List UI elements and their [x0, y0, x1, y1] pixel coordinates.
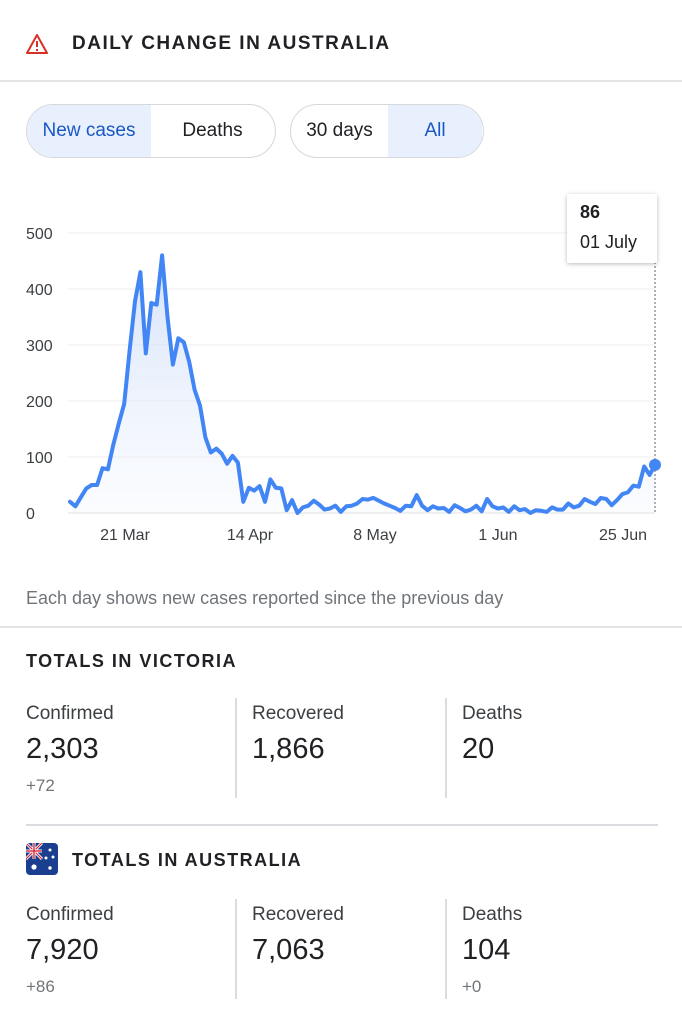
cases-area [70, 255, 655, 513]
metric-toggle: New cases Deaths [26, 104, 276, 158]
stat-value: 2,303 [26, 733, 99, 765]
x-tick-label: 14 Apr [227, 527, 274, 544]
y-tick-label: 200 [26, 394, 53, 411]
daily-cases-chart[interactable]: 0 100 200 300 400 500 21 Mar 14 Apr 8 May 1 Jun 25… [0, 180, 682, 560]
stat-delta: +72 [26, 776, 55, 795]
australia-flag-icon [26, 843, 58, 875]
y-tick-label: 100 [26, 450, 53, 467]
australia-section-title: TOTALS IN AUSTRALIA [72, 850, 303, 870]
stat-label: Confirmed [26, 703, 114, 724]
australia-confirmed: Confirmed 7,920 +86 [26, 904, 114, 997]
column-divider [235, 899, 237, 999]
stat-value: 20 [462, 733, 495, 765]
column-divider [235, 698, 237, 798]
australia-recovered: Recovered 7,063 [252, 904, 344, 967]
australia-deaths: Deaths 104 +0 [462, 904, 522, 997]
warning-triangle-icon [26, 34, 48, 54]
stat-delta: +0 [462, 977, 482, 996]
stat-value: 104 [462, 934, 511, 966]
victoria-recovered: Recovered 1,866 [252, 703, 344, 766]
stat-label: Recovered [252, 904, 344, 925]
y-tick-label: 500 [26, 226, 53, 243]
section-divider [26, 824, 658, 826]
y-tick-label: 0 [26, 506, 35, 523]
chart-tooltip: 86 01 July [567, 194, 657, 263]
divider [0, 626, 682, 628]
tooltip-value: 86 [580, 202, 601, 222]
column-divider [445, 698, 447, 798]
range-toggle: 30 days All [290, 104, 484, 158]
x-tick-label: 1 Jun [478, 527, 517, 544]
header: DAILY CHANGE IN AUSTRALIA [0, 0, 682, 82]
stat-value: 1,866 [252, 733, 325, 765]
x-tick-label: 8 May [353, 527, 397, 544]
column-divider [445, 899, 447, 999]
stat-value: 7,063 [252, 934, 325, 966]
stat-delta: +86 [26, 977, 55, 996]
highlight-point [649, 458, 661, 471]
tooltip-date: 01 July [580, 232, 638, 252]
stat-label: Deaths [462, 703, 523, 724]
tab-all[interactable]: All [388, 105, 482, 157]
victoria-confirmed: Confirmed 2,303 +72 [26, 703, 114, 796]
stat-label: Confirmed [26, 904, 114, 925]
victoria-section-title: TOTALS IN VICTORIA [26, 651, 238, 671]
victoria-deaths: Deaths 20 [462, 703, 522, 766]
cases-line [68, 253, 657, 515]
y-tick-label: 300 [26, 338, 53, 355]
tab-deaths[interactable]: Deaths [182, 120, 243, 141]
chart-footnote: Each day shows new cases reported since … [26, 588, 504, 608]
x-tick-label: 25 Jun [599, 527, 647, 544]
stat-label: Recovered [252, 703, 344, 724]
y-tick-label: 400 [26, 282, 53, 299]
tab-30-days[interactable]: 30 days [306, 120, 373, 141]
x-tick-label: 21 Mar [100, 527, 150, 544]
page-title: DAILY CHANGE IN AUSTRALIA [72, 33, 391, 54]
stat-label: Deaths [462, 904, 523, 925]
tab-new-cases[interactable]: New cases [27, 105, 151, 157]
stat-value: 7,920 [26, 934, 99, 966]
